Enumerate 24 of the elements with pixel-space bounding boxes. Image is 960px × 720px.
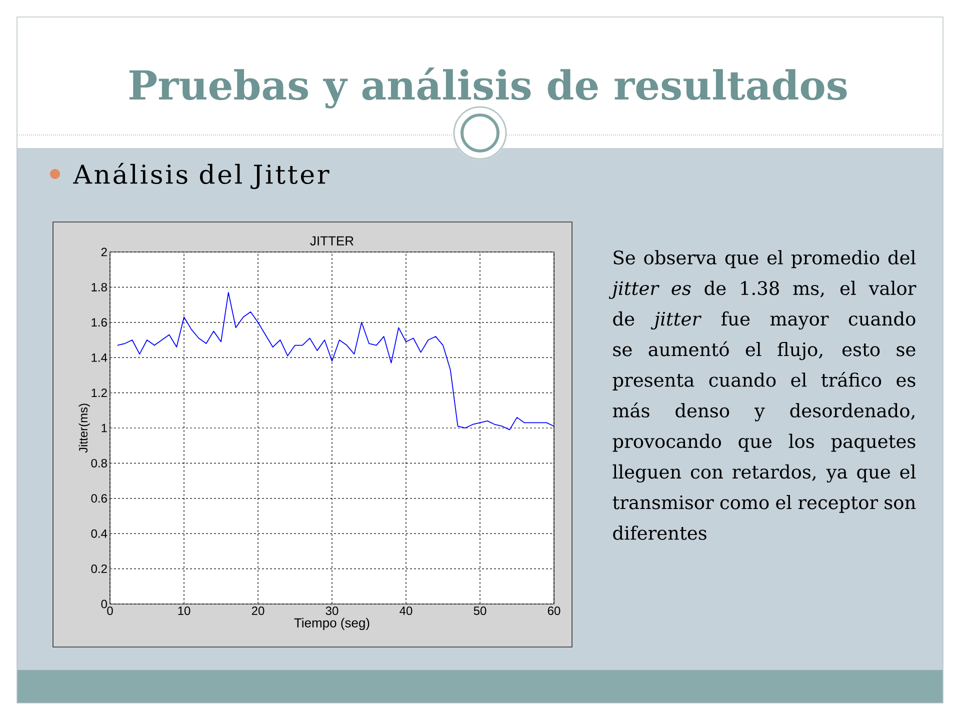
x-tick-label: 30 xyxy=(326,606,338,616)
y-tick-label: 1.4 xyxy=(92,353,108,362)
y-tick-label: 0.4 xyxy=(91,529,108,538)
y-tick-label: 2 xyxy=(101,248,107,256)
y-tick-label: 1.6 xyxy=(92,318,107,327)
y-tick-label: 0.2 xyxy=(91,564,107,574)
y-tick-label: 0.6 xyxy=(91,494,107,503)
y-tick-label: 0.8 xyxy=(91,458,107,468)
x-tick-label: 20 xyxy=(252,606,264,616)
y-tick-label: 1 xyxy=(102,424,107,432)
y-tick-label: 1.2 xyxy=(92,388,107,397)
text: Análisis del Jitter xyxy=(73,162,330,190)
x-tick-label: 0 xyxy=(107,606,113,616)
x-tick-label: 10 xyxy=(178,606,190,616)
y-tick-label: 0 xyxy=(101,600,108,608)
y-axis-title: Jitter(ms) xyxy=(78,404,90,453)
y-tick-label: 1.8 xyxy=(92,282,107,292)
x-tick-label: 40 xyxy=(400,606,412,616)
chart-title: JITTER xyxy=(310,236,354,246)
x-tick-label: 50 xyxy=(474,606,486,616)
text: Pruebas y análisis de resultados xyxy=(129,68,847,108)
text: Se observa que el promedio del jitter es de 1.38 ms, el valor de jitter fue mayor cuando se aumentó el flujo, esto se presenta cuando el tráfico es más denso y desordenado, provocando que los paquetes lleguen con retardos, ya que el transmisor como el receptor son diferentes xyxy=(608,250,916,540)
x-axis-title: Tiempo (seg) xyxy=(294,618,370,630)
x-tick-label: 60 xyxy=(548,606,560,616)
